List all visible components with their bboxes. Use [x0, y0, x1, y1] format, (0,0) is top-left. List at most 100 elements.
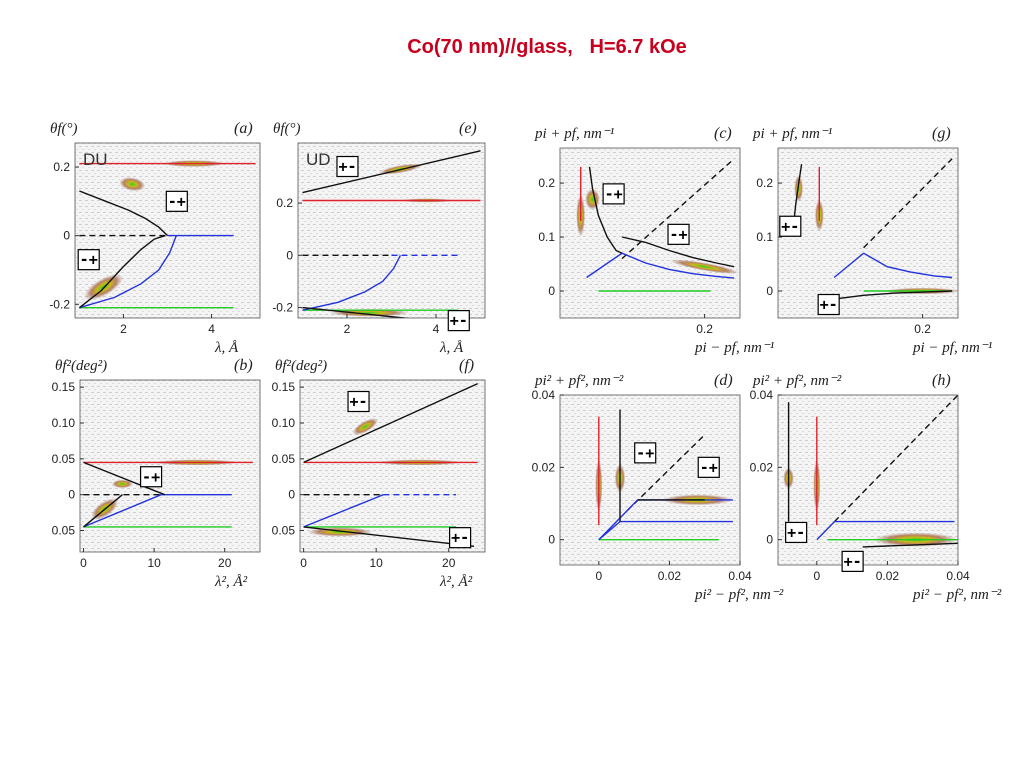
- x-tick-label: 0.04: [728, 569, 752, 583]
- series-line-blue: [303, 494, 384, 528]
- y-tick-label: -0.2: [49, 297, 70, 311]
- panel-d: 0 0.02 0.04 0 0.02 0.04 pi² + pf², nm⁻² pi² − p…: [532, 372, 784, 603]
- series-line-blue: [621, 252, 735, 279]
- series-line-black: [302, 306, 412, 318]
- sign-box: [667, 223, 690, 245]
- plot-area: [792, 158, 958, 300]
- y-tick-label: 0: [766, 284, 773, 298]
- y-axis-label: θf²(deg²): [275, 358, 327, 374]
- series-line-black: [303, 382, 478, 464]
- series-line-blue: [863, 252, 953, 279]
- series-line-black: [302, 150, 481, 194]
- x-axis-label: λ, Å: [439, 340, 464, 356]
- plot-background: [300, 380, 485, 552]
- series-line-black: [834, 290, 953, 300]
- x-tick-label: 4: [433, 322, 440, 336]
- sign-label: +-: [820, 296, 838, 314]
- x-tick-label: 0.02: [658, 569, 682, 583]
- x-axis-label: pi − pf, nm⁻¹: [912, 340, 993, 356]
- axes-frame: [299, 379, 486, 553]
- series-line-black: [79, 190, 168, 237]
- y-tick-label: 0.02: [532, 460, 556, 474]
- x-axis-label: pi² − pf², nm⁻²: [694, 587, 784, 603]
- sign-box: [139, 466, 163, 488]
- sign-label: -+: [605, 185, 623, 203]
- sign-box: [165, 190, 188, 212]
- axes-frame: [559, 147, 741, 319]
- x-axis-label: λ², Å²: [439, 574, 473, 590]
- y-axis-label: pi + pf, nm⁻¹: [534, 126, 615, 142]
- series-line-black: [862, 542, 958, 548]
- y-tick-label: 0.2: [53, 160, 70, 174]
- plot-area: [302, 150, 481, 318]
- intensity-blob: [111, 479, 133, 489]
- panel-g: 0 0.1 0.2 0.2 pi + pf, nm⁻¹ pi − pf, nm⁻¹ (g) +…: [752, 125, 993, 356]
- series-line-blue: [598, 521, 621, 541]
- y-tick-label: 0.10: [52, 416, 76, 430]
- y-tick-label: 0.1: [538, 230, 555, 244]
- x-axis-label: pi² − pf², nm⁻²: [912, 587, 1002, 603]
- panel-letter: (h): [932, 372, 951, 389]
- plot-area: [78, 160, 256, 309]
- x-tick-label: 0.04: [946, 569, 970, 583]
- y-tick-label: 0.2: [276, 196, 293, 210]
- series-line-blue: [833, 252, 865, 279]
- y-tick-label: 0.05: [272, 524, 296, 538]
- y-axis-label: pi² + pf², nm⁻²: [534, 373, 624, 389]
- panel-f: 0.05 0 0.05 0.10 0.15 0 10 20 θf²(deg²) λ², Å² (f)…: [272, 357, 486, 590]
- slide-title: Co(70 nm)//glass, H=6.7 kOe: [407, 36, 687, 58]
- series-line-blue: [816, 521, 836, 541]
- series-line-blue: [586, 252, 623, 279]
- y-tick-label: -0.2: [272, 301, 293, 315]
- y-tick-label: 0.05: [52, 524, 76, 538]
- sign-box: [785, 521, 808, 544]
- series-line-black: [83, 494, 123, 528]
- axes-frame: [74, 142, 261, 319]
- intensity-blob: [352, 417, 379, 436]
- sign-label: -+: [168, 192, 186, 210]
- y-tick-label: 0.02: [750, 460, 774, 474]
- sign-box: [634, 442, 657, 464]
- panel-letter: (d): [714, 372, 733, 389]
- sign-label: -+: [636, 444, 654, 462]
- panel-letter: (f): [459, 357, 474, 374]
- sign-box: [447, 310, 470, 332]
- sign-box: [779, 215, 802, 237]
- x-tick-label: 2: [344, 322, 351, 336]
- intensity-blob: [585, 188, 600, 211]
- panel-letter: (g): [932, 125, 951, 142]
- intensity-blob: [669, 259, 740, 275]
- y-tick-label: 0: [288, 488, 295, 502]
- sign-label: -+: [80, 251, 98, 269]
- sign-label: -+: [142, 468, 160, 486]
- y-axis-label: θf(°): [273, 121, 301, 137]
- panel-tag: UD: [306, 150, 331, 169]
- panel-tag: DU: [83, 150, 108, 169]
- y-tick-label: 0.15: [52, 380, 76, 394]
- intensity-blob: [119, 177, 146, 192]
- sign-box: [77, 249, 100, 271]
- series-line-black: [863, 158, 953, 249]
- x-tick-label: 4: [208, 322, 215, 336]
- y-tick-label: 0: [766, 533, 773, 547]
- plot-area: [576, 158, 740, 292]
- y-axis-label: θf²(deg²): [55, 358, 107, 374]
- sign-box: [697, 456, 720, 478]
- series-line-black: [588, 166, 623, 254]
- plot-background: [560, 148, 740, 318]
- y-tick-label: 0.04: [750, 388, 774, 402]
- plot-area: [595, 409, 733, 541]
- y-tick-label: 0.05: [52, 452, 76, 466]
- y-tick-label: 0: [548, 284, 555, 298]
- axes-frame: [297, 142, 486, 319]
- y-axis-label: pi + pf, nm⁻¹: [752, 126, 833, 142]
- y-tick-label: 0.2: [538, 176, 555, 190]
- sign-box: [336, 155, 359, 178]
- y-axis-label: pi² + pf², nm⁻²: [752, 373, 842, 389]
- y-tick-label: 0.2: [756, 176, 773, 190]
- y-tick-label: 0: [548, 533, 555, 547]
- sign-label: +-: [787, 523, 805, 541]
- axes-frame: [79, 379, 261, 553]
- sign-label: +-: [451, 529, 469, 547]
